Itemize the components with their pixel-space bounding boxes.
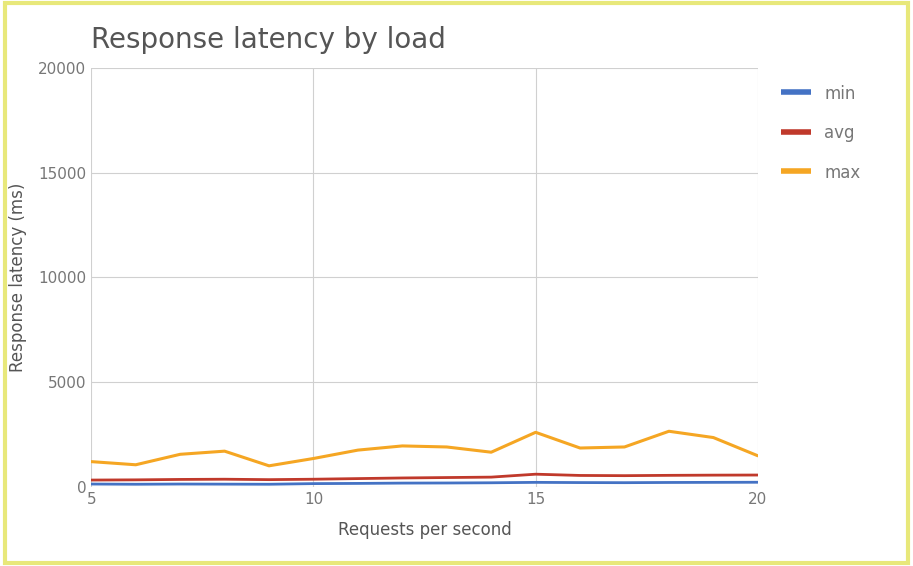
max [574, 445, 585, 452]
max [752, 452, 763, 459]
avg [352, 475, 363, 482]
X-axis label: Requests per second: Requests per second [338, 521, 511, 538]
max [664, 428, 675, 435]
avg [752, 471, 763, 478]
max [530, 429, 541, 436]
min [352, 480, 363, 487]
min [708, 479, 719, 486]
min [441, 479, 452, 486]
max [131, 461, 142, 468]
max [486, 449, 497, 456]
max [308, 455, 319, 462]
avg [397, 474, 408, 481]
min [174, 481, 185, 487]
avg [708, 471, 719, 478]
max [708, 434, 719, 441]
avg [574, 472, 585, 479]
avg [530, 471, 541, 478]
avg [264, 476, 275, 483]
max [352, 447, 363, 453]
min [619, 479, 630, 486]
Line: avg: avg [91, 474, 758, 480]
min [264, 481, 275, 488]
min [486, 479, 497, 486]
avg [131, 477, 142, 483]
avg [174, 476, 185, 483]
Y-axis label: Response latency (ms): Response latency (ms) [9, 183, 27, 372]
max [441, 444, 452, 451]
Legend: min, avg, max: min, avg, max [772, 76, 869, 190]
min [397, 480, 408, 487]
avg [441, 474, 452, 481]
min [86, 481, 97, 487]
avg [486, 474, 497, 481]
avg [619, 472, 630, 479]
max [264, 462, 275, 469]
max [174, 451, 185, 458]
min [131, 481, 142, 488]
avg [308, 476, 319, 483]
max [86, 458, 97, 465]
min [530, 479, 541, 486]
min [664, 479, 675, 486]
max [619, 444, 630, 451]
min [308, 480, 319, 487]
Line: max: max [91, 431, 758, 466]
avg [86, 477, 97, 483]
Text: Response latency by load: Response latency by load [91, 27, 446, 54]
min [574, 479, 585, 486]
min [752, 479, 763, 486]
avg [664, 472, 675, 479]
avg [219, 476, 230, 483]
Line: min: min [91, 482, 758, 484]
min [219, 481, 230, 487]
max [219, 448, 230, 454]
max [397, 443, 408, 449]
